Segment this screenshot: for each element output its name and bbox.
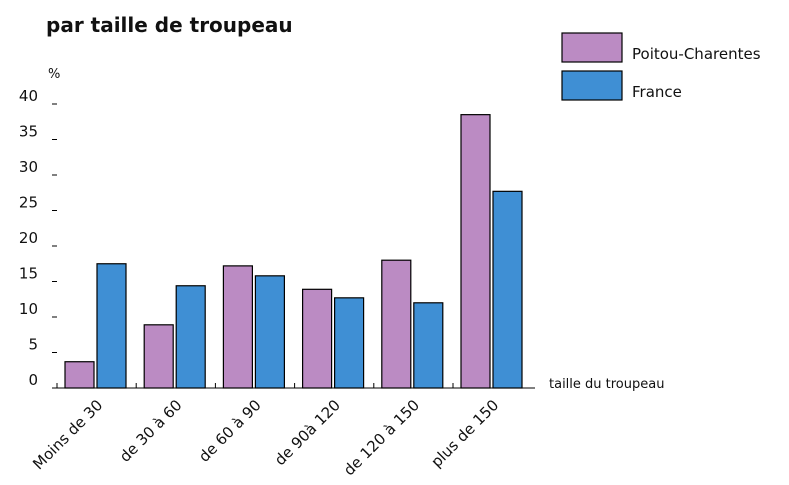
- y-tick-label: 0: [28, 371, 38, 389]
- legend-swatch: [561, 70, 623, 101]
- bar: [143, 324, 174, 389]
- x-tick-label: Moins de 30: [29, 396, 106, 473]
- x-tick-label: de 60 à 90: [195, 396, 265, 466]
- y-tick-label: 5: [28, 336, 38, 354]
- bar: [302, 288, 333, 389]
- x-tick-label: de 30 à 60: [116, 396, 186, 466]
- y-unit-label: %: [48, 67, 60, 82]
- bar: [64, 361, 95, 389]
- x-tick-label: plus de 150: [427, 396, 502, 471]
- y-tick-label: 40: [19, 87, 38, 105]
- x-axis-label: taille du troupeau: [549, 377, 664, 392]
- bar: [460, 114, 491, 389]
- bar: [413, 302, 444, 389]
- bar: [96, 263, 127, 389]
- x-tick-label: de 90à 120: [271, 396, 344, 469]
- bar: [175, 285, 206, 389]
- y-tick-label: 25: [19, 194, 38, 212]
- bar: [492, 190, 523, 389]
- bar: [254, 275, 285, 389]
- legend-label: Poitou-Charentes: [632, 45, 761, 63]
- chart-title: par taille de troupeau: [46, 13, 293, 37]
- y-tick-label: 20: [19, 229, 38, 247]
- x-tick-label: de 120 à 150: [340, 396, 423, 479]
- y-tick-label: 15: [19, 265, 38, 283]
- bar: [381, 259, 412, 389]
- bar: [334, 297, 365, 389]
- y-tick-label: 10: [19, 300, 38, 318]
- legend-label: France: [632, 83, 682, 101]
- y-tick-label: 35: [19, 123, 38, 141]
- legend-swatch: [561, 32, 623, 63]
- y-tick-label: 30: [19, 158, 38, 176]
- bar: [222, 265, 253, 389]
